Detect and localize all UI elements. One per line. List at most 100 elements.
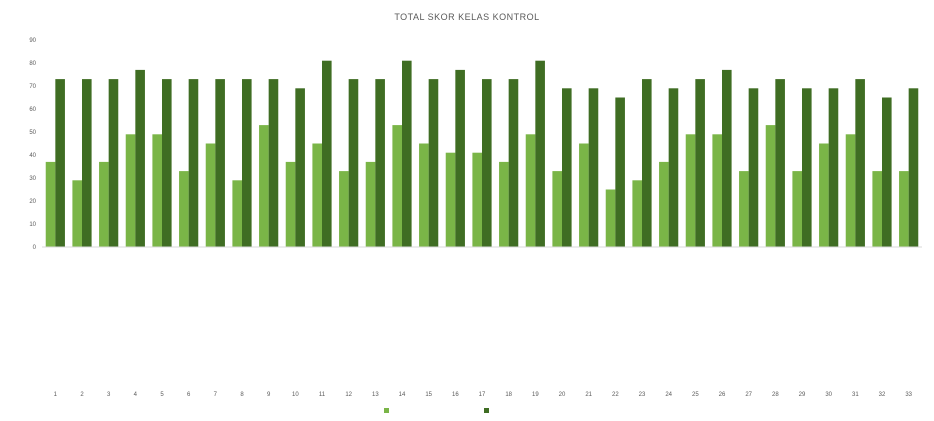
bar-series-2 xyxy=(588,88,599,247)
x-tick-label: 15 xyxy=(425,392,432,398)
bar-series-2 xyxy=(695,79,705,247)
bar-series-1 xyxy=(819,143,829,247)
bar-series-1 xyxy=(339,171,349,247)
x-tick-label: 4 xyxy=(134,392,138,398)
bar-series-1 xyxy=(632,180,642,247)
bar-series-1 xyxy=(179,171,189,247)
x-tick-label: 18 xyxy=(505,392,512,398)
bar-series-1 xyxy=(872,171,882,247)
bar-series-2 xyxy=(268,79,279,247)
x-tick-label: 22 xyxy=(612,392,619,398)
bar-series-1 xyxy=(259,125,269,247)
y-tick-label: 70 xyxy=(29,84,36,90)
y-tick-label: 20 xyxy=(29,199,36,205)
x-tick-label: 17 xyxy=(479,392,486,398)
bar-series-2 xyxy=(722,69,732,248)
bar-series-2 xyxy=(482,79,492,247)
bar-series-2 xyxy=(215,79,225,247)
y-tick-label: 50 xyxy=(29,130,36,136)
x-tick-label: 28 xyxy=(772,392,779,398)
y-tick-label: 90 xyxy=(29,38,36,44)
x-tick-label: 29 xyxy=(799,392,806,398)
bar-series-1 xyxy=(659,161,669,247)
bar-series-2 xyxy=(375,79,385,247)
legend-swatch xyxy=(384,408,389,413)
bar-series-2 xyxy=(322,60,332,248)
bar-series-1 xyxy=(552,171,562,247)
y-tick-label: 80 xyxy=(29,61,36,67)
x-tick-label: 5 xyxy=(160,392,164,398)
x-tick-label: 2 xyxy=(80,392,84,398)
x-tick-label: 7 xyxy=(214,392,218,398)
x-tick-label: 9 xyxy=(267,392,271,398)
bar-series-1 xyxy=(232,180,242,247)
bar-series-1 xyxy=(285,161,296,247)
x-tick-label: 16 xyxy=(452,392,459,398)
x-tick-label: 1 xyxy=(54,392,58,398)
bar-series-2 xyxy=(775,79,785,247)
bar-series-1 xyxy=(125,134,136,247)
x-tick-label: 19 xyxy=(532,392,539,398)
bar-series-2 xyxy=(855,79,865,247)
bar-series-2 xyxy=(162,79,172,247)
x-tick-label: 14 xyxy=(399,392,406,398)
bar-series-1 xyxy=(99,161,109,247)
bar-series-2 xyxy=(828,88,839,247)
bar-series-1 xyxy=(685,134,696,247)
bar-series-1 xyxy=(792,171,802,247)
x-axis-labels: 1 2 3 4 5 6 7 8 9 10 11 12 13 14 15 16 17 18 19 20 21 22 23 24 2… xyxy=(54,392,913,398)
bar-series-1 xyxy=(445,152,456,247)
bar-series-2 xyxy=(642,79,652,247)
bar-series-1 xyxy=(312,143,322,247)
bar-series-1 xyxy=(899,171,909,247)
bar-series-1 xyxy=(525,134,536,247)
bar-series-1 xyxy=(605,189,616,247)
x-tick-label: 23 xyxy=(639,392,646,398)
bar-series-2 xyxy=(295,88,305,247)
x-tick-label: 10 xyxy=(292,392,299,398)
y-tick-label: 10 xyxy=(29,222,36,228)
bar-series-1 xyxy=(45,161,56,247)
legend xyxy=(384,408,489,413)
bar-series-1 xyxy=(845,134,856,247)
bar-series-2 xyxy=(188,79,199,247)
bar-series-2 xyxy=(108,79,119,247)
bar-series-2 xyxy=(908,88,919,247)
bar-series-2 xyxy=(55,79,65,247)
bar-series-2 xyxy=(82,79,92,247)
bar-series-1 xyxy=(205,143,216,247)
x-tick-label: 21 xyxy=(585,392,592,398)
bar-series-1 xyxy=(472,152,482,247)
y-tick-label: 30 xyxy=(29,176,36,182)
bar-area xyxy=(45,60,919,248)
bar-series-2 xyxy=(508,79,519,247)
y-tick-label: 40 xyxy=(29,153,36,159)
bar-series-1 xyxy=(739,171,749,247)
x-tick-label: 32 xyxy=(879,392,886,398)
bar-series-2 xyxy=(882,97,892,247)
bar-series-1 xyxy=(419,143,429,247)
bar-series-2 xyxy=(535,60,545,248)
x-tick-label: 25 xyxy=(692,392,699,398)
x-tick-label: 11 xyxy=(319,392,326,398)
bar-series-2 xyxy=(402,60,412,248)
bar-series-2 xyxy=(242,79,252,247)
bar-series-2 xyxy=(668,88,679,247)
x-tick-label: 6 xyxy=(187,392,191,398)
y-tick-label: 60 xyxy=(29,107,36,113)
y-axis: 0 10 20 30 40 50 60 70 80 90 xyxy=(29,38,36,251)
bar-series-1 xyxy=(152,134,162,247)
bar-series-1 xyxy=(712,134,722,247)
bar-series-2 xyxy=(348,79,359,247)
bar-series-1 xyxy=(72,180,82,247)
x-tick-label: 12 xyxy=(345,392,352,398)
bar-series-1 xyxy=(579,143,589,247)
legend-swatch xyxy=(484,408,489,413)
x-tick-label: 33 xyxy=(905,392,912,398)
x-tick-label: 24 xyxy=(665,392,672,398)
x-tick-label: 20 xyxy=(559,392,566,398)
bar-series-2 xyxy=(802,88,812,247)
bar-series-2 xyxy=(748,88,759,247)
bar-series-2 xyxy=(455,69,465,248)
